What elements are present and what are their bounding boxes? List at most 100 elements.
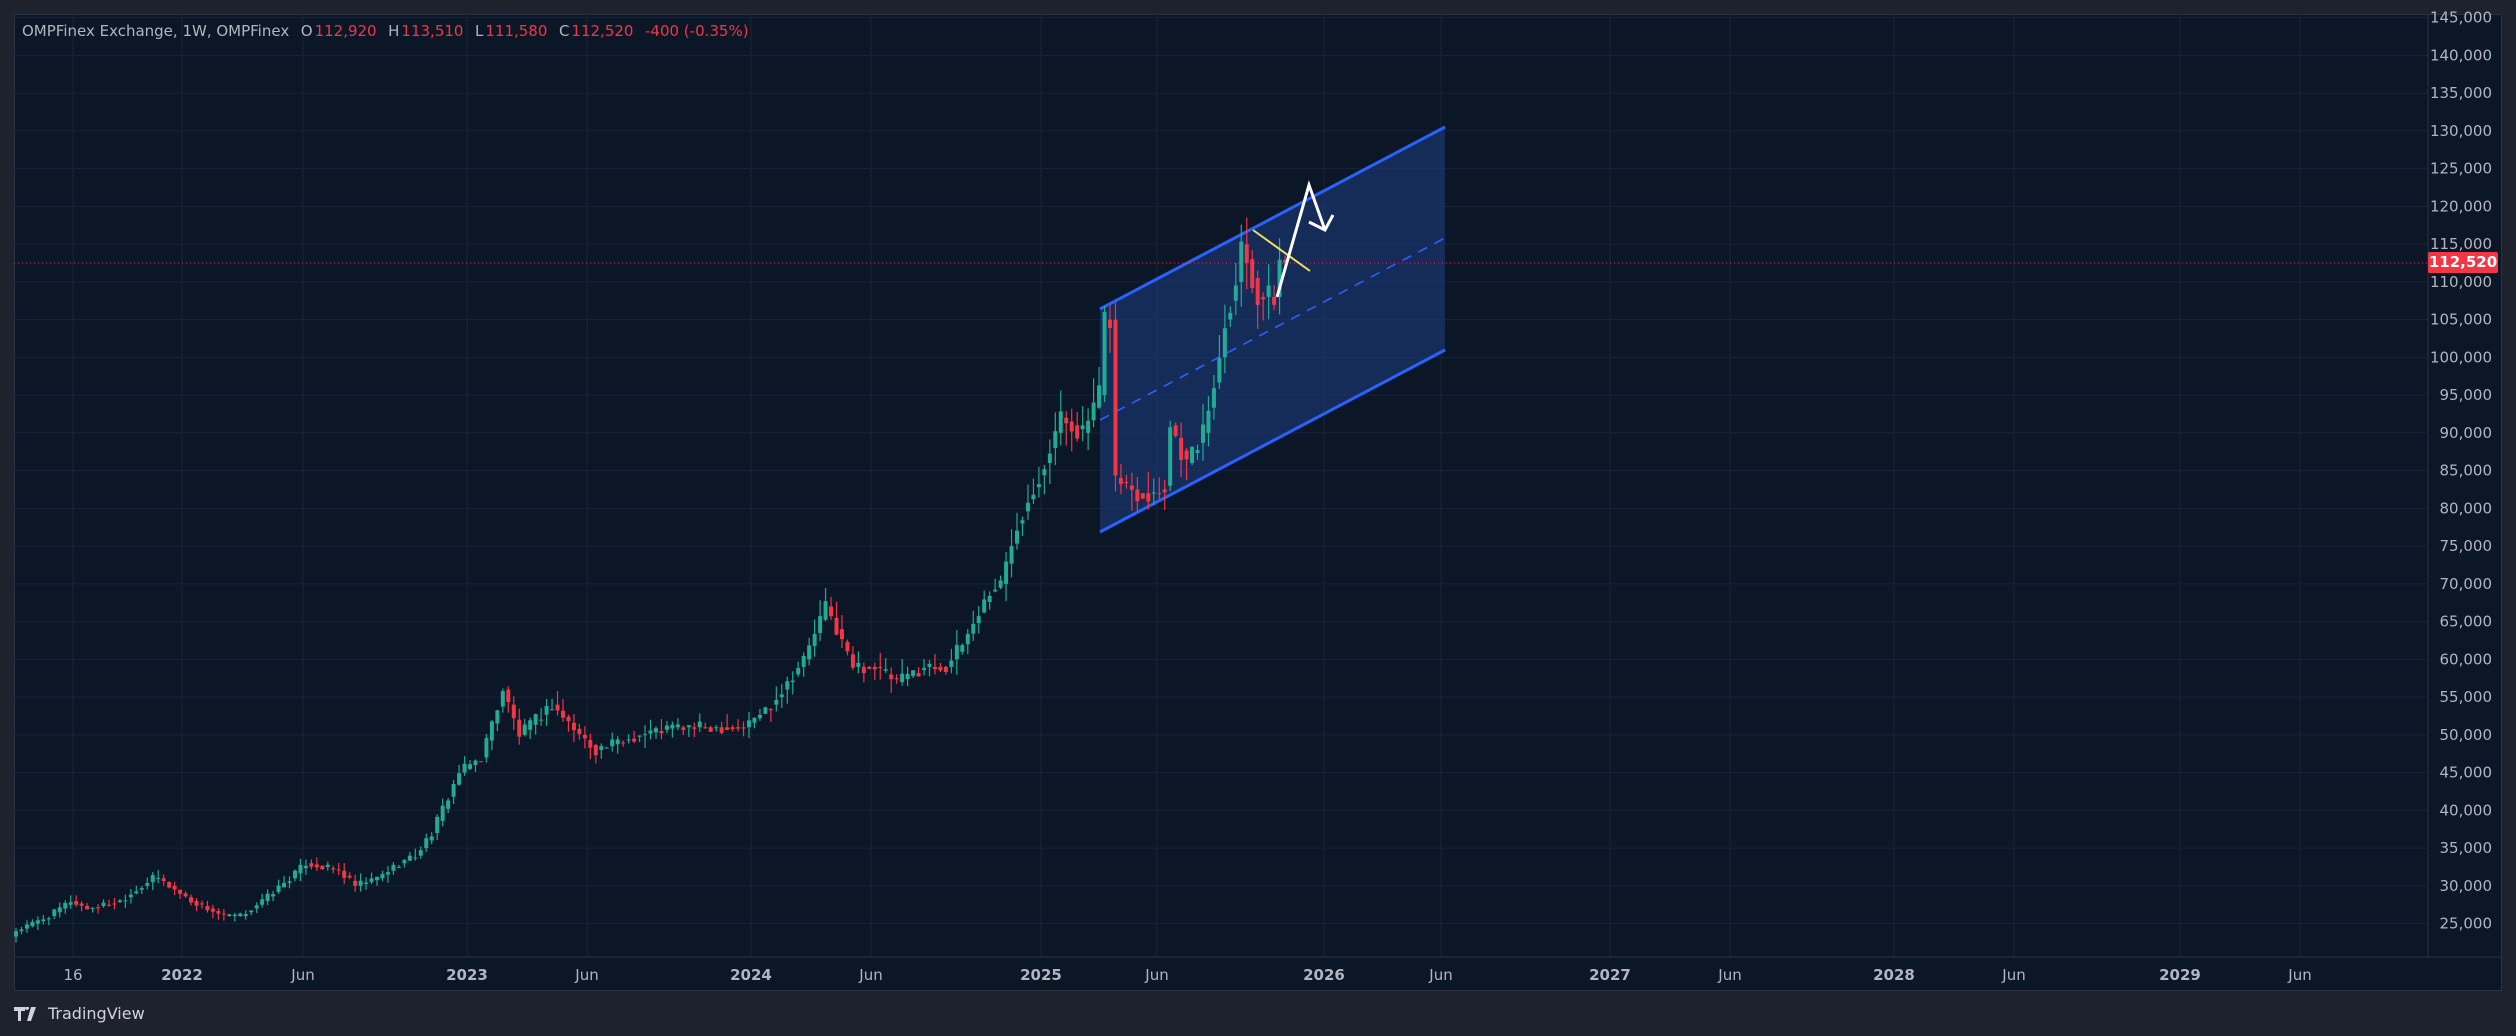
channel-upper-line[interactable] bbox=[1099, 125, 1446, 311]
price-tick-label: 50,000 bbox=[2440, 726, 2493, 744]
candle-body bbox=[763, 707, 768, 714]
candle-down bbox=[850, 646, 855, 670]
price-tick-label: 125,000 bbox=[2430, 160, 2492, 178]
candle-down bbox=[216, 908, 221, 920]
candle-down bbox=[167, 881, 172, 889]
tradingview-brand[interactable]: TradingView bbox=[14, 1004, 145, 1023]
candle-down bbox=[347, 872, 352, 880]
candle-body bbox=[1020, 520, 1025, 524]
channel-mid-line[interactable] bbox=[1099, 237, 1446, 421]
candle-down bbox=[85, 902, 90, 910]
candle-body bbox=[1102, 311, 1107, 396]
candle-body bbox=[199, 903, 204, 905]
candle-up bbox=[1020, 516, 1025, 536]
open-label: O bbox=[300, 22, 313, 40]
candle-up bbox=[489, 720, 494, 751]
candle-body bbox=[987, 595, 992, 602]
candle-body bbox=[927, 663, 932, 667]
candle-down bbox=[331, 865, 336, 874]
candle-body bbox=[139, 888, 144, 890]
candle-down bbox=[916, 667, 921, 677]
candle-up bbox=[1025, 484, 1030, 520]
candle-down bbox=[1140, 492, 1145, 499]
candle-body bbox=[325, 864, 330, 867]
candle-body bbox=[719, 727, 724, 733]
close-value: 112,520 bbox=[571, 22, 634, 40]
candle-up bbox=[965, 628, 970, 655]
candle-up bbox=[522, 718, 527, 737]
candle-up bbox=[883, 658, 888, 673]
candle-up bbox=[790, 671, 795, 695]
candle-body bbox=[1217, 358, 1222, 383]
candle-body bbox=[544, 705, 549, 715]
candle-body bbox=[68, 902, 73, 905]
candle-body bbox=[774, 699, 779, 705]
candle-up bbox=[57, 902, 62, 918]
candle-down bbox=[1162, 479, 1167, 511]
candle-body bbox=[746, 720, 751, 728]
candle-up bbox=[375, 876, 380, 886]
price-tick-label: 25,000 bbox=[2440, 915, 2493, 933]
candle-up bbox=[227, 913, 232, 917]
channel-lower-line[interactable] bbox=[1099, 348, 1446, 534]
candle-body bbox=[52, 909, 57, 917]
candle-body bbox=[424, 838, 429, 849]
candle-body bbox=[1151, 492, 1156, 494]
candle-down bbox=[336, 862, 341, 876]
candle-up bbox=[812, 619, 817, 657]
candle-body bbox=[1053, 431, 1058, 448]
candle-body bbox=[681, 727, 686, 730]
candle-body bbox=[818, 616, 823, 633]
candle-body bbox=[998, 580, 1003, 588]
candle-up bbox=[14, 927, 18, 943]
time-axis[interactable]: 16 2022 Jun 2023 Jun 2024 Jun 2025 Jun 2026 Jun 202… bbox=[63, 966, 2311, 984]
candle-body bbox=[741, 727, 746, 729]
candle-up bbox=[801, 652, 806, 677]
candle-down bbox=[172, 881, 177, 896]
candle-up bbox=[599, 743, 604, 759]
chart-pane[interactable] bbox=[14, 14, 2502, 991]
candle-down bbox=[1272, 284, 1277, 311]
price-tick-label: 110,000 bbox=[2430, 273, 2492, 291]
candle-body bbox=[856, 662, 861, 667]
candle-body bbox=[533, 714, 538, 725]
candle-up bbox=[539, 707, 544, 726]
candle-body bbox=[883, 669, 888, 671]
candle-body bbox=[1157, 493, 1162, 495]
price-axis[interactable]: 145,000 140,000 135,000 130,000 125,000 120,0… bbox=[2430, 9, 2492, 933]
candle-down bbox=[1157, 477, 1162, 500]
price-tick-label: 100,000 bbox=[2430, 348, 2492, 366]
brand-label: TradingView bbox=[48, 1004, 145, 1023]
candle-down bbox=[1250, 250, 1255, 294]
candle-up bbox=[287, 876, 292, 889]
candle-up bbox=[63, 900, 68, 914]
trend-line[interactable] bbox=[1252, 229, 1311, 272]
candle-body bbox=[254, 905, 259, 909]
candle-up bbox=[550, 698, 555, 711]
candle-body bbox=[1211, 388, 1216, 408]
candle-up bbox=[429, 832, 434, 845]
candle-down bbox=[845, 639, 850, 656]
candle-body bbox=[1025, 502, 1030, 512]
candle-body bbox=[643, 734, 648, 736]
candle-up bbox=[292, 869, 297, 882]
candle-body bbox=[768, 709, 773, 711]
candle-body bbox=[599, 746, 604, 750]
candle-body bbox=[57, 907, 62, 913]
candle-body bbox=[1064, 417, 1069, 424]
candle-up bbox=[254, 902, 259, 914]
candle-body bbox=[561, 710, 565, 718]
candle-up bbox=[1009, 529, 1014, 578]
symbol-title[interactable]: OMPFinex Exchange, 1W, OMPFinex bbox=[22, 22, 290, 40]
candle-up bbox=[1277, 238, 1282, 315]
time-tick-label: Jun bbox=[2287, 966, 2311, 984]
candle-body bbox=[1135, 489, 1140, 502]
candle-body bbox=[1283, 259, 1288, 263]
candle-body bbox=[287, 881, 292, 883]
parallel-channel[interactable] bbox=[1099, 125, 1446, 534]
price-tick-label: 135,000 bbox=[2430, 84, 2492, 102]
candle-down bbox=[932, 653, 937, 675]
change-value: -400 (-0.35%) bbox=[645, 22, 749, 40]
projection-arrow[interactable] bbox=[1275, 180, 1335, 298]
